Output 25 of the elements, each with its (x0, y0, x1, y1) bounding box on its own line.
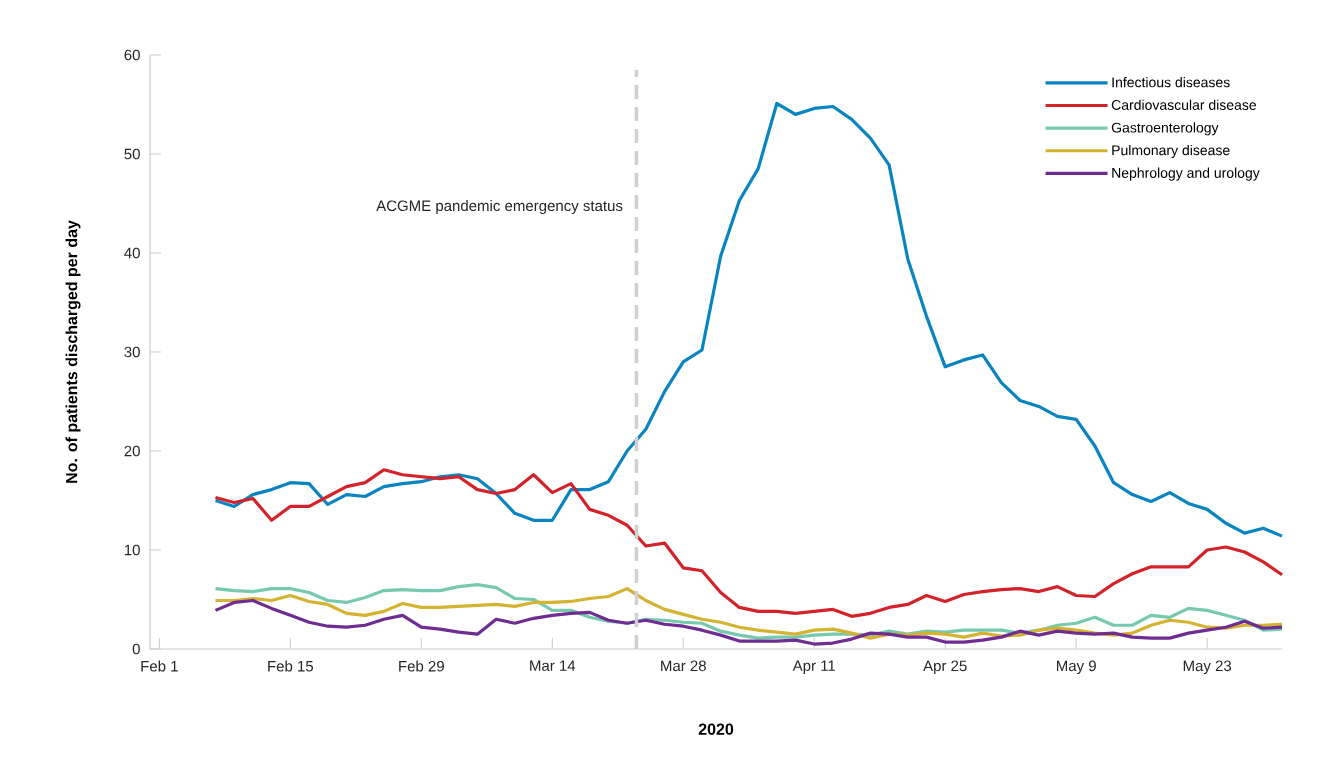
legend-label: Gastroenterology (1111, 122, 1219, 136)
x-tick-label: Feb 29 (399, 660, 444, 672)
y-tick-label: 10 (124, 544, 140, 556)
legend-label: Infectious diseases (1112, 77, 1230, 88)
line-series (213, 101, 1284, 538)
legend-label: Pulmonary disease (1112, 144, 1230, 158)
x-tick-label: May 23 (1183, 660, 1232, 675)
ref-line-label: ACGME pandemic emergency status (376, 200, 623, 215)
x-axis-title: 2020 (698, 723, 734, 735)
y-axis-title: No. of patients discharged per day (65, 220, 81, 483)
x-tick-label: Mar 28 (661, 660, 706, 672)
y-tick-label: 20 (124, 445, 140, 457)
x-tick-label: May 9 (1056, 660, 1096, 675)
y-tick-label: 50 (124, 148, 140, 160)
y-tick-label: 0 (132, 643, 140, 655)
x-tick-label: Apr 11 (792, 660, 836, 674)
x-tick-label: Feb 1 (141, 660, 178, 672)
legend-label: Cardiovascular disease (1111, 99, 1257, 110)
x-tick-label: Mar 14 (530, 660, 576, 671)
x-tick-label: Apr 25 (923, 660, 967, 675)
x-tick-label: Feb 15 (268, 660, 314, 672)
y-tick-label: 60 (124, 49, 140, 61)
y-tick-label: 30 (124, 346, 140, 358)
y-tick-label: 40 (124, 247, 140, 259)
legend-label: Nephrology and urology (1112, 167, 1260, 181)
